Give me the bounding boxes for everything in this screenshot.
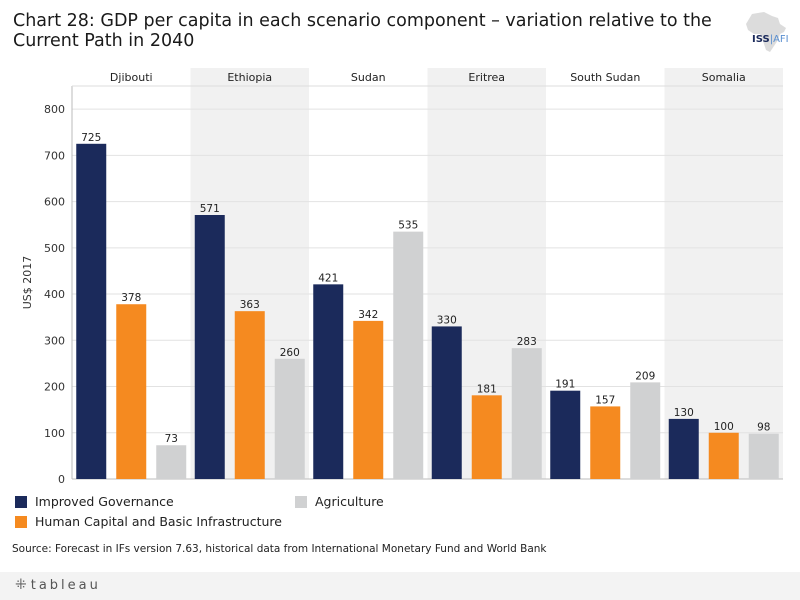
bar: [156, 445, 187, 479]
bar: [471, 395, 502, 479]
source-note: Source: Forecast in IFs version 7.63, hi…: [12, 543, 547, 555]
bar: [76, 143, 107, 479]
data-label: 260: [280, 347, 300, 359]
bar: [511, 348, 542, 479]
panel-shade: [664, 68, 783, 479]
legend-label-improved-governance: Improved Governance: [35, 494, 174, 509]
bar: [550, 390, 581, 479]
bar: [274, 358, 305, 479]
data-label: 157: [595, 394, 615, 406]
legend-item-agriculture[interactable]: Agriculture: [295, 494, 384, 509]
bar-chart: 0 100 200 300 400 500 600 700 800 US$ 2017 Djibout…: [21, 68, 783, 485]
y-tick-label: 0: [58, 473, 65, 485]
bar: [194, 214, 225, 480]
data-label: 98: [757, 422, 770, 434]
y-tick-label: 100: [44, 427, 65, 440]
bar: [393, 231, 424, 479]
bar: [630, 382, 661, 479]
logo-brand: ISS: [752, 34, 770, 45]
category-label: Sudan: [351, 71, 386, 84]
logo-suffix: AFI: [773, 34, 789, 45]
chart-title: Chart 28: GDP per capita in each scenari…: [13, 11, 712, 51]
y-tick-label: 600: [44, 196, 65, 209]
category-label: South Sudan: [570, 71, 640, 84]
data-label: 191: [555, 379, 575, 391]
bar: [353, 320, 384, 479]
data-label: 363: [240, 299, 260, 311]
y-axis-label: US$ 2017: [21, 256, 34, 310]
y-tick-label: 200: [44, 381, 65, 394]
data-label: 378: [121, 292, 141, 304]
bar: [313, 284, 344, 479]
data-label: 421: [318, 272, 338, 284]
data-label: 181: [477, 383, 497, 395]
data-label: 330: [437, 314, 457, 326]
bar: [748, 433, 779, 479]
data-label: 571: [200, 203, 220, 215]
legend-label-agriculture: Agriculture: [315, 494, 384, 509]
tableau-link[interactable]: ⁜ tableau: [15, 577, 101, 593]
legend-item-improved-governance[interactable]: Improved Governance: [15, 494, 174, 509]
africa-map-icon: [746, 12, 786, 52]
bar: [708, 432, 739, 479]
y-tick-label: 800: [44, 103, 65, 116]
data-label: 100: [714, 421, 734, 433]
bar: [431, 326, 462, 479]
data-label: 73: [165, 433, 178, 445]
y-tick-label: 400: [44, 288, 65, 301]
tableau-brand: tableau: [30, 577, 101, 593]
footer-bar: [0, 572, 800, 600]
category-label: Djibouti: [110, 71, 153, 84]
legend-label-human-capital: Human Capital and Basic Infrastructure: [35, 514, 282, 529]
legend-item-human-capital[interactable]: Human Capital and Basic Infrastructure: [15, 514, 282, 529]
data-label: 535: [398, 220, 418, 232]
category-label: Eritrea: [468, 71, 505, 84]
legend-swatch-agriculture: [295, 495, 307, 508]
category-label: Somalia: [702, 71, 746, 84]
data-label: 342: [358, 309, 378, 321]
bar: [668, 418, 699, 479]
legend-swatch-human-capital: [15, 515, 27, 528]
tableau-icon: ⁜: [15, 577, 27, 593]
data-label: 283: [517, 336, 537, 348]
data-label: 725: [81, 132, 101, 144]
bar: [116, 304, 147, 479]
legend-swatch-improved-governance: [15, 495, 27, 508]
bar: [590, 406, 621, 479]
y-tick-label: 700: [44, 149, 65, 162]
data-label: 209: [635, 370, 655, 382]
logo-text: ISS|AFI: [752, 34, 789, 45]
data-label: 130: [674, 407, 694, 419]
y-tick-label: 500: [44, 242, 65, 255]
y-tick-label: 300: [44, 334, 65, 347]
bar: [234, 311, 265, 479]
category-label: Ethiopia: [227, 71, 272, 84]
